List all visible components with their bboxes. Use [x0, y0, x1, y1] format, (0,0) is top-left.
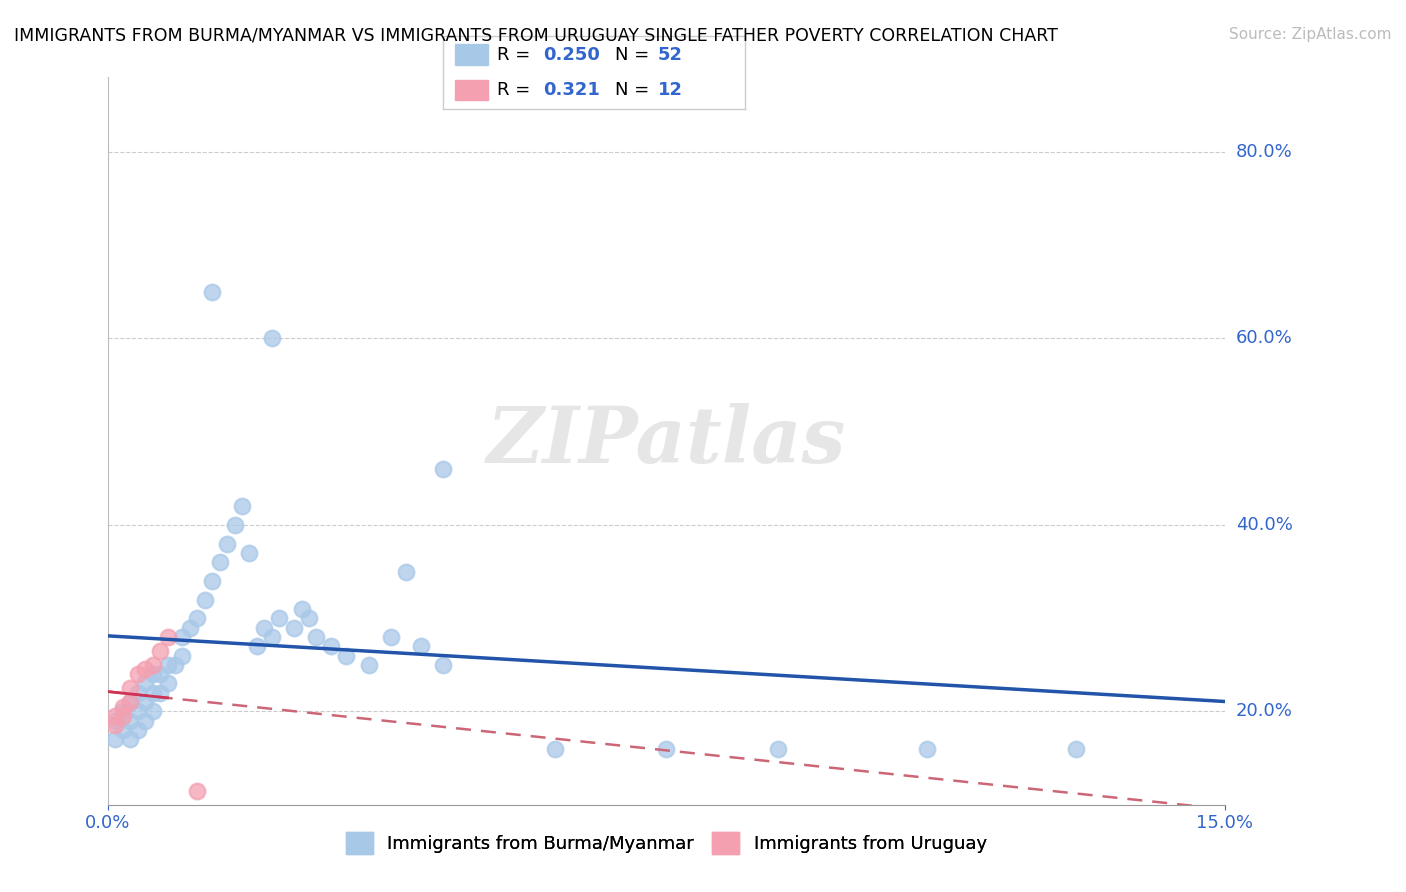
Text: 12: 12 — [658, 81, 682, 99]
Point — [409, 639, 432, 653]
Point — [134, 714, 156, 728]
Point — [655, 741, 678, 756]
Text: 60.0%: 60.0% — [1236, 329, 1292, 348]
Point — [357, 657, 380, 672]
Point — [127, 667, 149, 681]
Point — [104, 709, 127, 723]
Point — [120, 714, 142, 728]
Text: 20.0%: 20.0% — [1236, 702, 1292, 721]
Point — [208, 555, 231, 569]
Point — [186, 783, 208, 797]
Point — [269, 611, 291, 625]
Point — [120, 695, 142, 709]
Point — [290, 602, 312, 616]
Point — [127, 686, 149, 700]
Point — [201, 574, 224, 588]
Text: 40.0%: 40.0% — [1236, 516, 1292, 534]
Point — [156, 657, 179, 672]
Legend: Immigrants from Burma/Myanmar, Immigrants from Uruguay: Immigrants from Burma/Myanmar, Immigrant… — [339, 824, 994, 861]
Point — [127, 705, 149, 719]
Point — [172, 648, 194, 663]
Point — [201, 285, 224, 299]
Point — [260, 630, 283, 644]
Point — [224, 518, 246, 533]
Point — [172, 630, 194, 644]
Point — [104, 732, 127, 747]
Point — [111, 709, 134, 723]
Text: N =: N = — [616, 45, 655, 63]
Point — [134, 663, 156, 677]
Point — [104, 714, 127, 728]
Point — [194, 592, 217, 607]
Point — [134, 676, 156, 690]
Text: IMMIGRANTS FROM BURMA/MYANMAR VS IMMIGRANTS FROM URUGUAY SINGLE FATHER POVERTY C: IMMIGRANTS FROM BURMA/MYANMAR VS IMMIGRA… — [14, 27, 1057, 45]
Point — [104, 718, 127, 732]
Point — [283, 621, 305, 635]
Point — [163, 657, 186, 672]
Text: 80.0%: 80.0% — [1236, 143, 1292, 161]
Point — [217, 536, 239, 550]
Point — [432, 657, 454, 672]
FancyBboxPatch shape — [456, 79, 488, 100]
Text: 0.250: 0.250 — [543, 45, 599, 63]
Point — [127, 723, 149, 737]
Point — [432, 462, 454, 476]
Point — [134, 695, 156, 709]
Point — [238, 546, 260, 560]
Point — [321, 639, 343, 653]
Point — [142, 657, 165, 672]
Point — [111, 699, 134, 714]
Point — [298, 611, 321, 625]
Text: Source: ZipAtlas.com: Source: ZipAtlas.com — [1229, 27, 1392, 42]
Text: 52: 52 — [658, 45, 682, 63]
Point — [543, 741, 565, 756]
Text: N =: N = — [616, 81, 655, 99]
Point — [380, 630, 402, 644]
Point — [915, 741, 938, 756]
Point — [260, 331, 283, 345]
Point — [179, 621, 201, 635]
Text: 0.321: 0.321 — [543, 81, 599, 99]
Point — [305, 630, 328, 644]
Point — [142, 667, 165, 681]
Point — [246, 639, 269, 653]
Point — [142, 705, 165, 719]
Point — [149, 686, 172, 700]
Text: ZIPatlas: ZIPatlas — [486, 403, 846, 479]
Point — [186, 611, 208, 625]
Point — [231, 500, 253, 514]
Point — [149, 644, 172, 658]
Point — [120, 681, 142, 695]
Point — [149, 667, 172, 681]
Point — [766, 741, 789, 756]
Point — [1064, 741, 1087, 756]
Point — [156, 630, 179, 644]
Point — [142, 686, 165, 700]
Text: R =: R = — [498, 81, 536, 99]
Point — [120, 695, 142, 709]
Point — [120, 732, 142, 747]
Text: R =: R = — [498, 45, 536, 63]
Point — [111, 723, 134, 737]
Point — [111, 705, 134, 719]
Point — [253, 621, 276, 635]
FancyBboxPatch shape — [456, 45, 488, 65]
Point — [335, 648, 357, 663]
Point — [156, 676, 179, 690]
Point — [395, 565, 418, 579]
